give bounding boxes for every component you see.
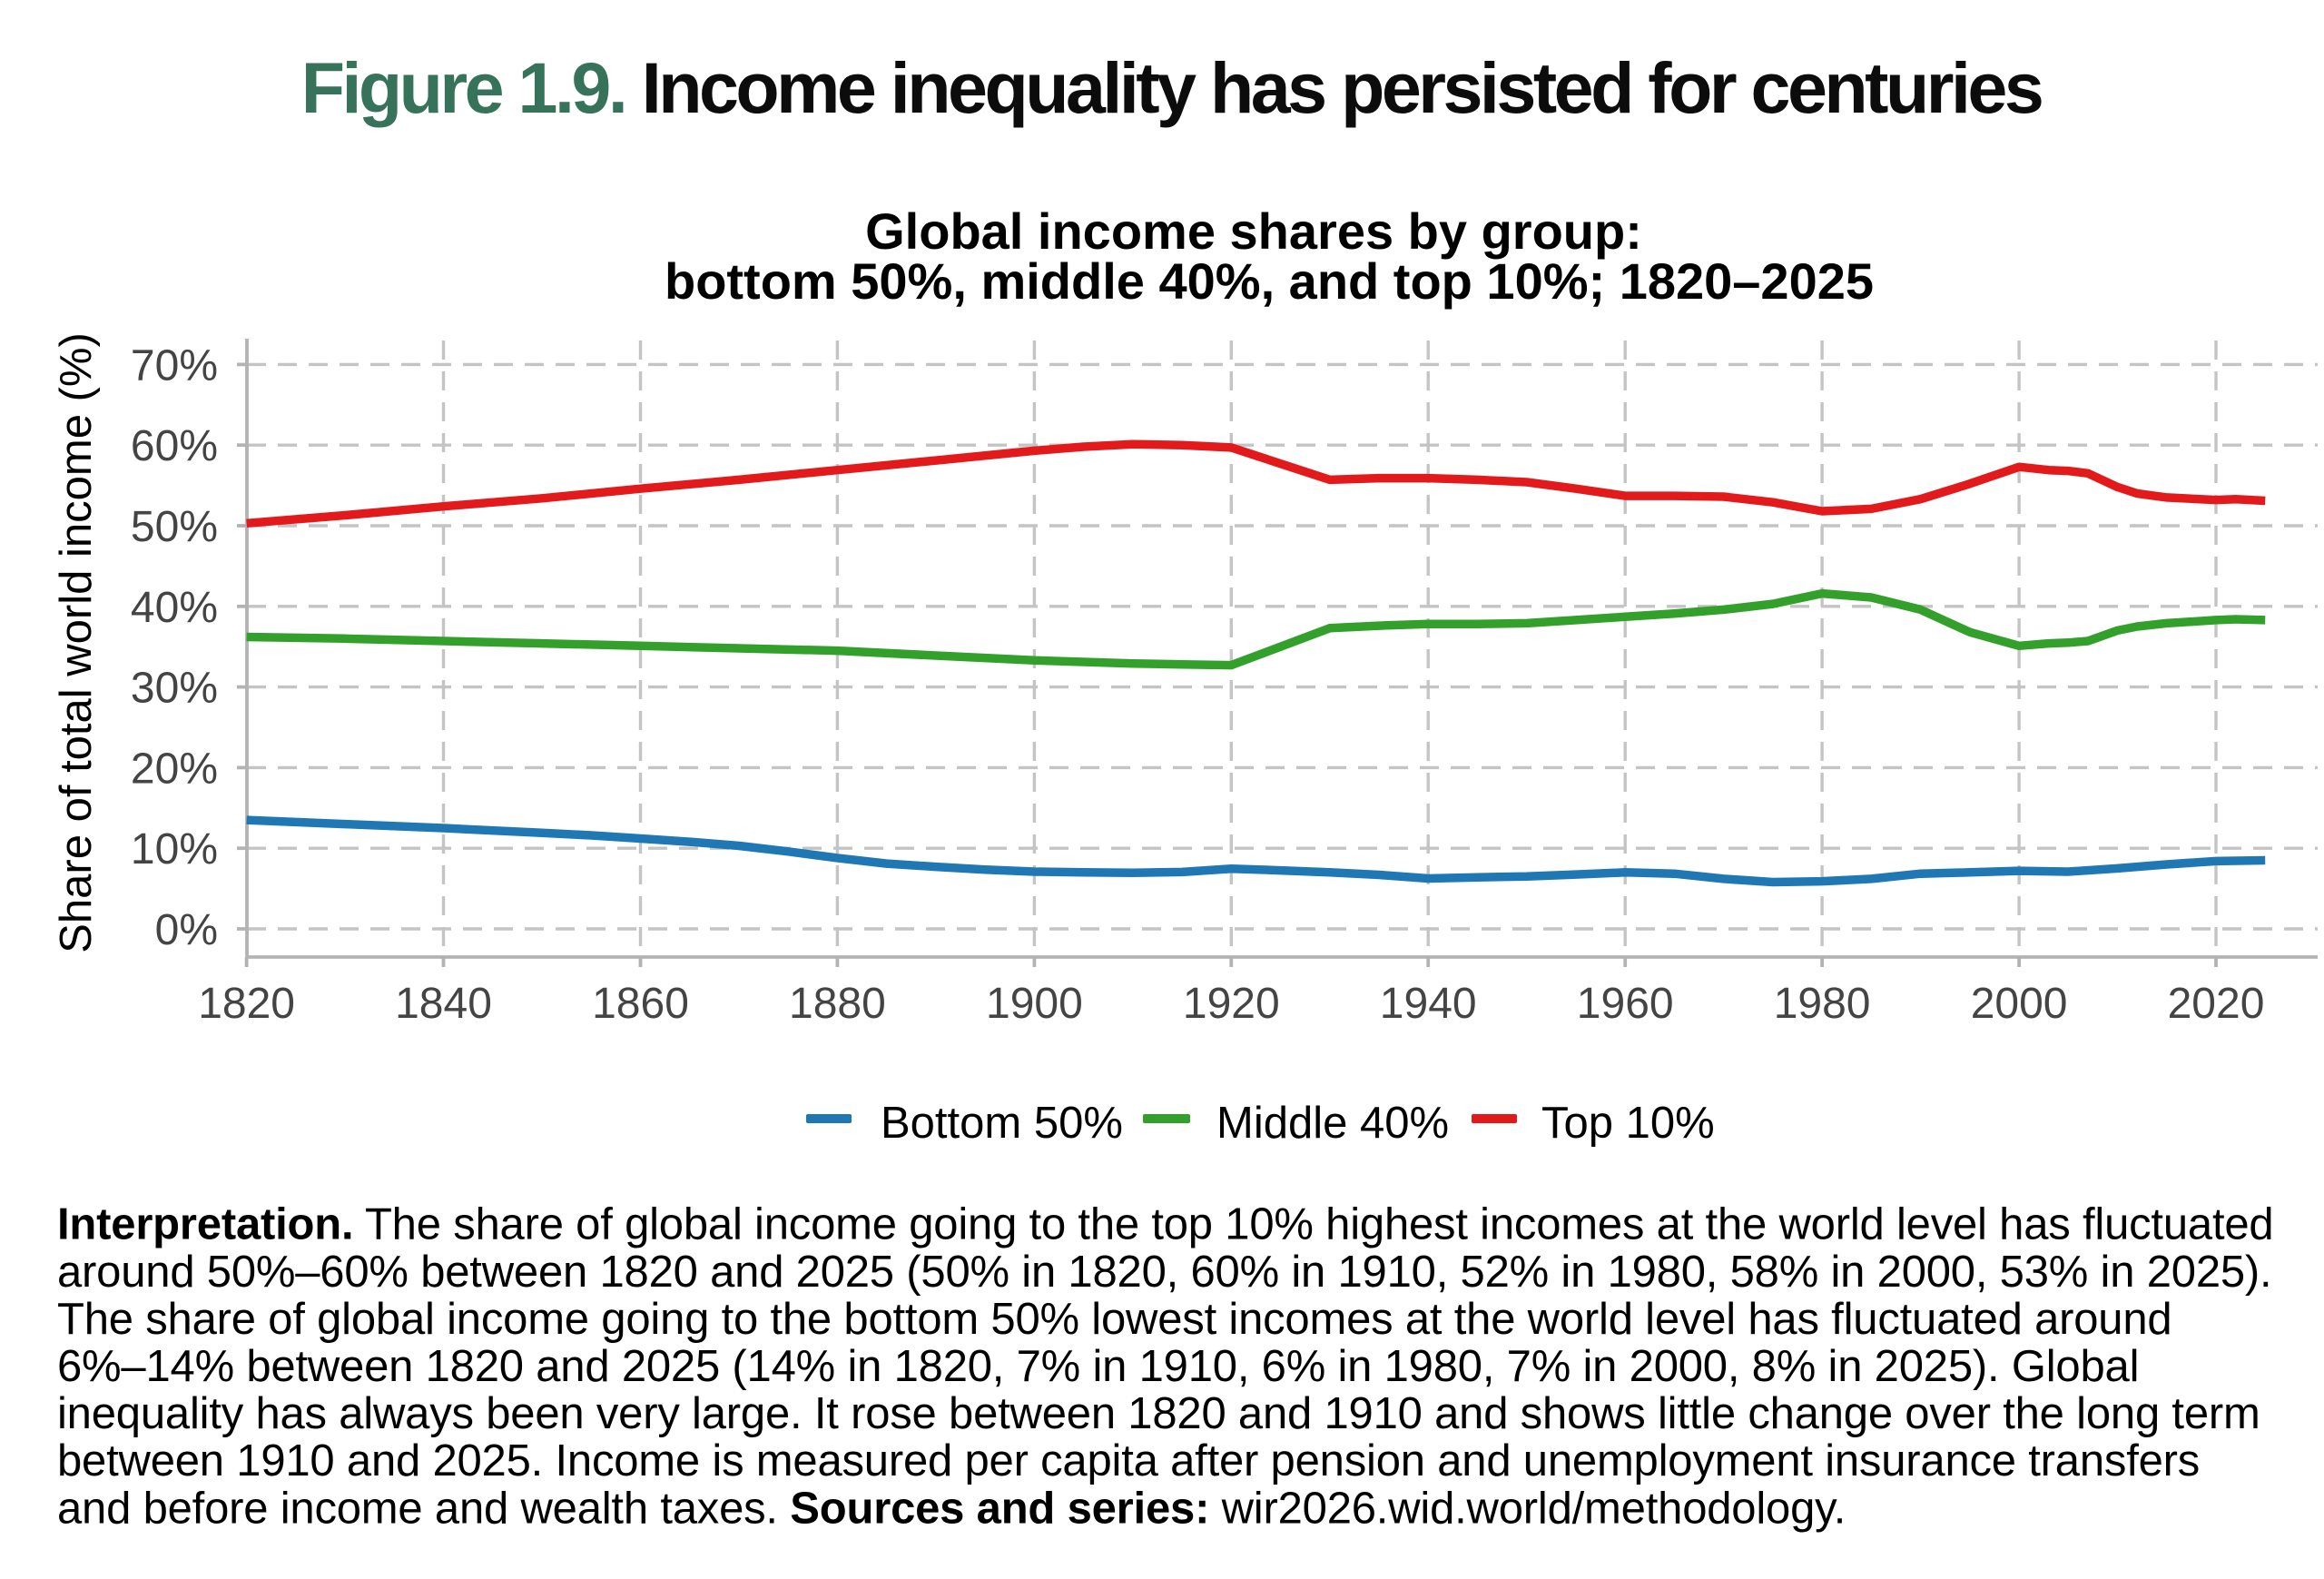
svg-text:Top 10%: Top 10% xyxy=(1541,1099,1715,1148)
svg-text:1880: 1880 xyxy=(789,980,886,1028)
svg-text:2000: 2000 xyxy=(1971,980,2068,1028)
svg-text:Interpretation. The share of g: Interpretation. The share of global inco… xyxy=(57,1200,2273,1249)
svg-text:40%: 40% xyxy=(131,584,218,632)
svg-text:50%: 50% xyxy=(131,503,218,551)
svg-text:60%: 60% xyxy=(131,422,218,470)
svg-text:30%: 30% xyxy=(131,665,218,713)
svg-text:1960: 1960 xyxy=(1577,980,1674,1028)
svg-text:bottom 50%, middle 40%, and to: bottom 50%, middle 40%, and top 10%; 182… xyxy=(665,252,1874,310)
svg-text:0%: 0% xyxy=(155,906,218,954)
svg-text:around 50%–60% between 1820 an: around 50%–60% between 1820 and 2025 (50… xyxy=(57,1248,2271,1297)
svg-text:Figure 1.9. Income inequality: Figure 1.9. Income inequality has persis… xyxy=(301,47,2042,128)
svg-text:inequality has always been ver: inequality has always been very large. I… xyxy=(57,1389,2260,1438)
svg-text:1980: 1980 xyxy=(1774,980,1871,1028)
svg-text:6%–14% between 1820 and 2025 (: 6%–14% between 1820 and 2025 (14% in 182… xyxy=(57,1342,2139,1391)
svg-text:1820: 1820 xyxy=(198,980,295,1028)
svg-text:and before income and wealth t: and before income and wealth taxes. Sour… xyxy=(57,1484,1846,1533)
svg-text:Global income shares by group:: Global income shares by group: xyxy=(865,202,1642,260)
svg-text:Bottom 50%: Bottom 50% xyxy=(881,1099,1123,1148)
svg-text:20%: 20% xyxy=(131,745,218,793)
svg-text:1860: 1860 xyxy=(592,980,689,1028)
svg-text:Share of total world income (%: Share of total world income (%) xyxy=(52,332,101,953)
svg-text:2020: 2020 xyxy=(2168,980,2265,1028)
svg-text:1900: 1900 xyxy=(986,980,1083,1028)
svg-text:between 1910 and 2025. Income: between 1910 and 2025. Income is measure… xyxy=(57,1436,2200,1485)
svg-text:1920: 1920 xyxy=(1183,980,1280,1028)
svg-text:Middle 40%: Middle 40% xyxy=(1216,1099,1449,1148)
svg-text:The share of global income goi: The share of global income going to the … xyxy=(57,1295,2171,1344)
svg-text:10%: 10% xyxy=(131,825,218,873)
svg-text:1940: 1940 xyxy=(1380,980,1477,1028)
svg-text:70%: 70% xyxy=(131,341,218,390)
svg-text:1840: 1840 xyxy=(395,980,492,1028)
